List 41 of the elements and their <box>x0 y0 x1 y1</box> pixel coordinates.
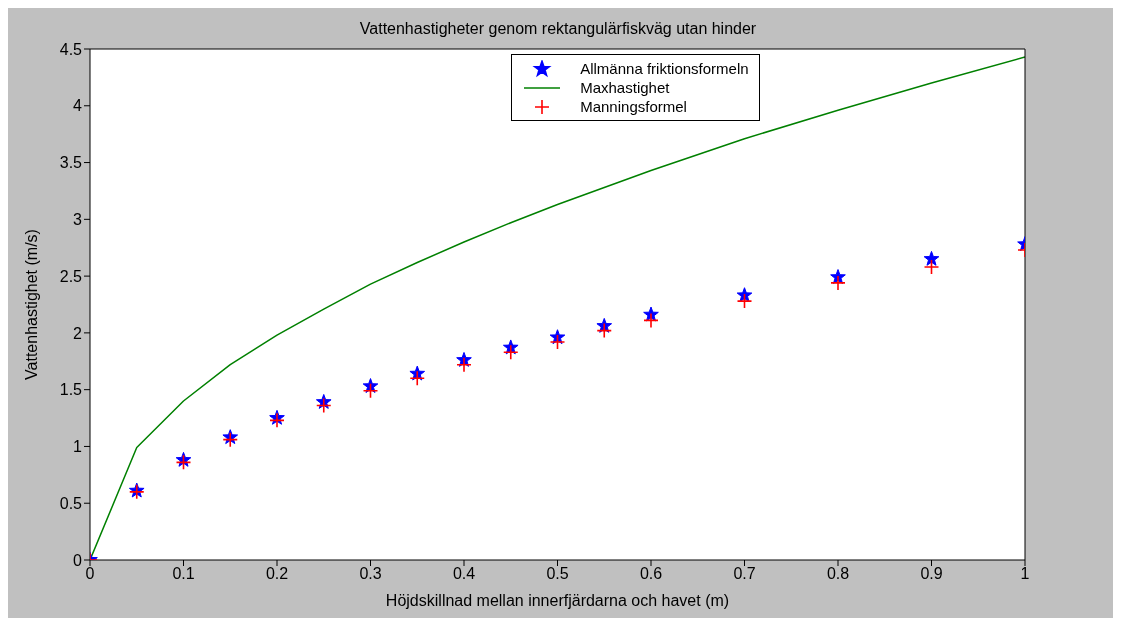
x-tick-label: 0 <box>85 565 95 583</box>
y-tick-label: 0 <box>73 551 83 569</box>
point <box>362 383 379 399</box>
y-tick-label: 2 <box>73 324 83 342</box>
point <box>175 454 192 471</box>
point <box>830 275 846 291</box>
y-tick-label: 1 <box>73 438 83 456</box>
x-tick-label: 1 <box>1020 565 1030 583</box>
y-tick-label: 4.5 <box>59 40 83 58</box>
point <box>315 397 332 414</box>
point <box>409 370 426 387</box>
y-tick-label: 3 <box>73 211 83 229</box>
legend-label: Maxhastighet <box>580 79 670 96</box>
point <box>549 334 566 350</box>
y-tick-label: 3.5 <box>59 154 83 172</box>
point <box>456 356 472 373</box>
legend-label: Allmänna friktionsformeln <box>580 60 749 77</box>
y-tick-label: 4 <box>73 97 83 115</box>
point <box>643 312 659 329</box>
chart-title: Vattenhastigheter genom rektangulärfiskväg utan hinder <box>358 20 758 38</box>
y-tick-label: 2.5 <box>59 267 83 285</box>
x-tick-label: 0.8 <box>826 565 850 583</box>
x-tick-label: 0.3 <box>359 565 382 583</box>
legend-label: Manningsformel <box>580 98 687 115</box>
x-tick-label: 0.6 <box>639 565 663 583</box>
y-tick-label: 1.5 <box>59 381 83 399</box>
point <box>596 322 613 339</box>
x-tick-label: 0.5 <box>546 565 569 583</box>
x-tick-label: 0.7 <box>733 565 756 583</box>
x-tick-label: 0.1 <box>172 565 195 583</box>
x-tick-label: 0.2 <box>265 565 289 583</box>
y-tick-label: 0.5 <box>59 494 83 512</box>
x-tick-label: 0.9 <box>920 565 943 583</box>
point <box>736 293 753 309</box>
point <box>502 344 519 360</box>
x-tick-label: 0.4 <box>452 565 476 583</box>
point <box>923 259 940 275</box>
point <box>923 250 940 266</box>
point <box>269 412 285 429</box>
x-axis-title: Höjdskillnad mellan innerfjärdarna och havet (m) <box>385 592 730 609</box>
y-axis-title: Vattenhastighet (m/s) <box>22 229 40 380</box>
